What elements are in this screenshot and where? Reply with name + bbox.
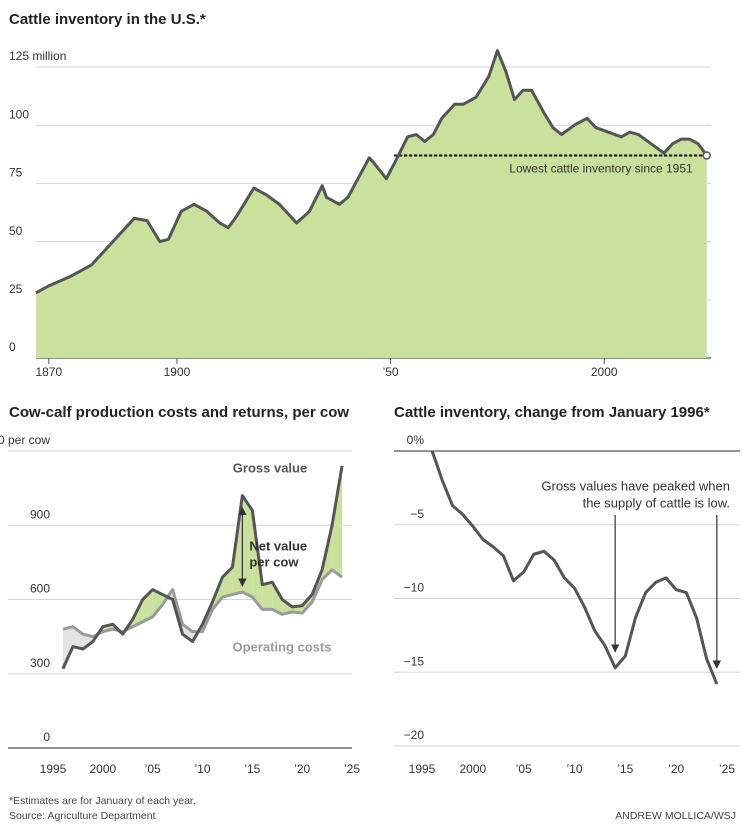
area-fill (36, 50, 707, 358)
x-tick-label: 1995 (40, 762, 67, 776)
chart-title: Cattle inventory, change from January 19… (394, 404, 710, 421)
x-tick-label: ’25 (719, 762, 735, 776)
net-fill (152, 589, 163, 617)
y-tick-label: 100 (9, 107, 29, 121)
x-tick-label: 2000 (591, 365, 618, 379)
net-fill (72, 626, 83, 649)
net-fill (182, 624, 193, 642)
y-tick-label: 0% (407, 433, 425, 447)
y-tick-label: −15 (404, 654, 425, 668)
y-tick-label: 25 (9, 282, 23, 296)
y-tick-label: 0 (43, 730, 50, 744)
y-tick-label: −5 (410, 507, 424, 521)
x-tick-label: ’15 (617, 762, 633, 776)
x-tick-label: 2000 (89, 762, 116, 776)
x-tick-label: 1995 (409, 762, 436, 776)
series-label: Operating costs (233, 639, 332, 654)
net-fill (262, 582, 273, 610)
footnote: *Estimates are for January of each year. (9, 795, 196, 807)
y-tick-label: 600 (30, 582, 50, 596)
line (35, 49, 708, 295)
x-tick-label: ’05 (516, 762, 532, 776)
line (61, 465, 344, 670)
end-point (702, 151, 711, 160)
y-tick-label: 0 (9, 340, 16, 354)
x-tick-label: 1870 (35, 365, 62, 379)
annotation: per cow (249, 554, 299, 569)
x-tick-label: ’50 (383, 365, 399, 379)
annotation: Lowest cattle inventory since 1951 (509, 162, 693, 176)
net-fill (272, 582, 283, 615)
x-tick-label: ’05 (145, 762, 161, 776)
x-tick-label: 1900 (164, 365, 191, 379)
y-tick-label: 75 (9, 166, 23, 180)
x-tick-label: ’25 (344, 762, 360, 776)
x-tick-label: ’10 (194, 762, 210, 776)
y-tick-label: 300 (30, 656, 50, 670)
y-tick-label: −10 (404, 581, 425, 595)
chart-title: Cow-calf production costs and returns, p… (9, 404, 349, 421)
annotation: Gross values have peaked when (541, 478, 730, 493)
y-tick-label: −20 (404, 728, 425, 742)
chart-title: Cattle inventory in the U.S.* (9, 11, 206, 28)
net-fill (332, 465, 343, 578)
y-tick-label: 900 (30, 507, 50, 521)
credit: ANDREW MOLLICA/WSJ (615, 810, 736, 822)
line (62, 568, 343, 639)
x-tick-label: 2000 (459, 762, 486, 776)
y-tick-label: 125 million (9, 49, 66, 63)
annotation: Net value (249, 538, 307, 553)
x-tick-label: ’15 (244, 762, 260, 776)
net-fill (62, 626, 73, 669)
x-tick-label: ’20 (668, 762, 684, 776)
y-tick-label: $1,200 per cow (0, 433, 50, 447)
annotation: the supply of cattle is low. (583, 495, 730, 510)
line (430, 450, 719, 685)
source: Source: Agriculture Department (9, 810, 156, 822)
x-tick-label: ’20 (294, 762, 310, 776)
x-tick-label: ’10 (566, 762, 582, 776)
series-label: Gross value (233, 460, 307, 475)
y-tick-label: 50 (9, 224, 23, 238)
